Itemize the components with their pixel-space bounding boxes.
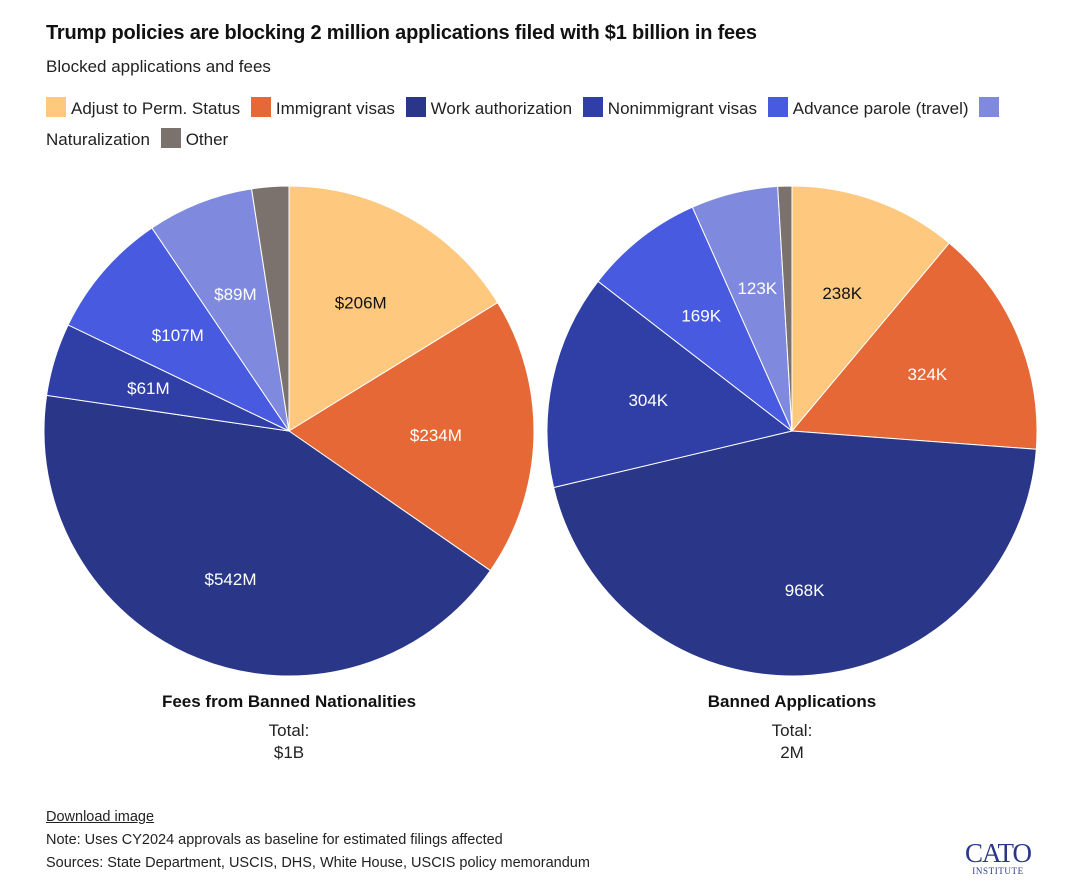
pie-fees-caption: Fees from Banned Nationalities Total: $1…: [89, 692, 489, 764]
legend-item-naturalization: Naturalization: [46, 97, 1004, 149]
legend-item-other: Other: [160, 128, 229, 149]
pie-slice-label: $542M: [205, 570, 257, 589]
footer-note: Note: Uses CY2024 approvals as baseline …: [46, 832, 503, 848]
pie-slice-label: 324K: [908, 365, 948, 384]
pie-slice-label: $206M: [335, 294, 387, 313]
legend-swatch: [46, 97, 66, 117]
pie-applications-title: Banned Applications: [707, 692, 877, 711]
pie-slice-immigrant-visas: [288, 301, 535, 572]
legend-item-immigrant-visas: Immigrant visas: [250, 97, 395, 118]
legend-label: Naturalization: [46, 130, 150, 149]
pie-slice-nonimmigrant-visas: [546, 280, 794, 489]
pie-slice-label: 238K: [822, 284, 862, 303]
cato-logo-subtext: INSTITUTE: [972, 866, 1023, 876]
pie-slice-other: [777, 185, 793, 432]
legend-swatch: [405, 97, 426, 117]
pie-slice-adjust-to-perm-status: [791, 185, 950, 433]
legend-swatch: [979, 97, 1000, 117]
legend-label: Advance parole (travel): [792, 99, 969, 118]
pie-slice-label: $107M: [152, 326, 204, 345]
pie-slice-immigrant-visas: [790, 242, 1038, 450]
chart-subtitle: Blocked applications and fees: [46, 57, 271, 76]
legend: Adjust to Perm. Status Immigrant visas W…: [46, 93, 1036, 155]
legend-item-nonimmigrant-visas: Nonimmigrant visas: [582, 97, 758, 118]
pie-applications: 238K 324K 968K 304K 169K 123K: [546, 185, 1038, 677]
legend-item-adjust-status: Adjust to Perm. Status: [46, 97, 241, 118]
pie-slice-advance-parole-travel: [67, 227, 291, 433]
legend-item-advance-parole: Advance parole (travel): [767, 97, 969, 118]
pie-slice-advance-parole-travel: [597, 206, 793, 432]
legend-swatch: [767, 97, 788, 117]
pie-slice-work-authorization: [553, 430, 1037, 677]
pie-slice-adjust-to-perm-status: [288, 185, 499, 432]
pie-slice-label: $61M: [127, 379, 170, 398]
cato-logo: CATO INSTITUTE: [965, 838, 1033, 876]
pie-fees-total-value: $1B: [273, 743, 305, 762]
legend-item-work-authorization: Work authorization: [405, 97, 573, 118]
footer-sources: Sources: State Department, USCIS, DHS, W…: [46, 855, 590, 871]
legend-label: Adjust to Perm. Status: [71, 99, 241, 118]
pie-slice-work-authorization: [43, 394, 492, 677]
footer: Download image Note: Uses CY2024 approva…: [46, 806, 590, 875]
pie-fees-title: Fees from Banned Nationalities: [161, 692, 417, 711]
pie-slice-other: [250, 185, 290, 432]
pie-fees: $206M $234M $542M $61M $107M $89M: [43, 185, 535, 677]
download-image-link[interactable]: Download image: [46, 809, 155, 825]
chart-title: Trump policies are blocking 2 million ap…: [46, 22, 757, 44]
cato-logo-text: CATO: [965, 838, 1032, 868]
pie-slice-label: $89M: [214, 285, 257, 304]
legend-swatch: [582, 97, 603, 117]
legend-label: Work authorization: [430, 99, 573, 118]
pie-fees-total-label: Total:: [268, 721, 310, 740]
legend-label: Other: [185, 130, 229, 149]
pie-applications-total-label: Total:: [771, 721, 813, 740]
pie-applications-total-value: 2M: [780, 743, 804, 762]
legend-swatch: [160, 128, 181, 148]
pie-slice-naturalization: [151, 188, 290, 432]
legend-swatch: [250, 97, 271, 117]
legend-label: Nonimmigrant visas: [607, 99, 758, 118]
pie-slice-label: 123K: [737, 279, 777, 298]
pie-slice-label: 968K: [785, 581, 825, 600]
pie-applications-caption: Banned Applications Total: 2M: [592, 692, 992, 764]
legend-label: Immigrant visas: [275, 99, 395, 118]
pie-slice-label: 169K: [681, 306, 721, 325]
pie-slice-label: $234M: [410, 426, 462, 445]
pie-slice-label: 304K: [628, 391, 668, 410]
